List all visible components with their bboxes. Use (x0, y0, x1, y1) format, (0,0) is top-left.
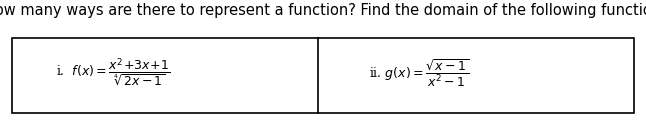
Text: How many ways are there to represent a function? Find the domain of the followin: How many ways are there to represent a f… (0, 3, 646, 18)
Text: i.  $f(x) = \dfrac{x^2\!+\!3x\!+\!1}{\sqrt[4]{2x-1}}$: i. $f(x) = \dfrac{x^2\!+\!3x\!+\!1}{\sqr… (56, 57, 171, 88)
Text: ii. $g(x) = \dfrac{\sqrt{x-1}}{x^2-1}$: ii. $g(x) = \dfrac{\sqrt{x-1}}{x^2-1}$ (368, 57, 469, 89)
